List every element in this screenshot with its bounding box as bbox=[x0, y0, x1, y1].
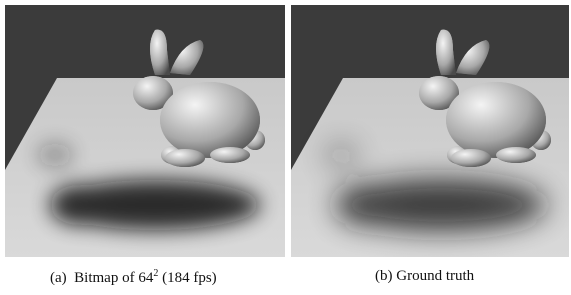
image-a bbox=[5, 5, 285, 257]
caption-text: (184 fps) bbox=[162, 270, 217, 286]
caption-b: (b) Ground truth bbox=[375, 268, 474, 285]
caption-superscript: 2 bbox=[153, 268, 158, 279]
caption-text: Ground truth bbox=[396, 268, 474, 284]
figure: (a) Bitmap of 642 (184 fps) (b) Ground t… bbox=[0, 0, 571, 295]
caption-label: (b) bbox=[375, 268, 393, 284]
caption-a: (a) Bitmap of 642 (184 fps) bbox=[50, 268, 217, 287]
image-b bbox=[291, 5, 571, 257]
images bbox=[0, 0, 571, 262]
caption-label: (a) bbox=[50, 270, 67, 286]
caption-text: Bitmap of 64 bbox=[74, 270, 153, 286]
